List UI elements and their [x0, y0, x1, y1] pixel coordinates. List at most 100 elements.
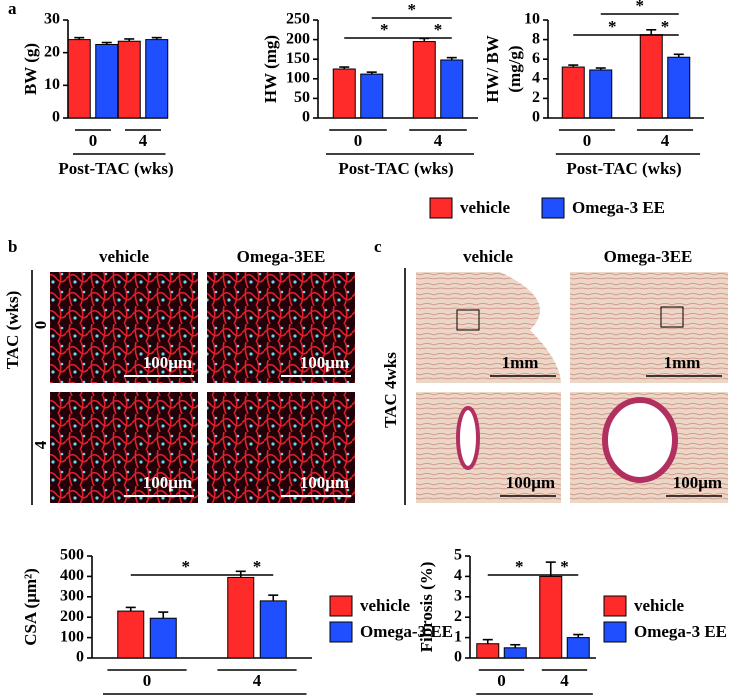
y-tick-label: 1	[454, 628, 462, 645]
significance-label: *	[408, 0, 417, 19]
bar	[145, 39, 169, 119]
x-tick-label: 4	[434, 131, 443, 150]
bar	[440, 59, 464, 119]
bar	[667, 56, 691, 119]
legend-swatch	[329, 621, 353, 643]
x-tick-label: 0	[497, 671, 506, 690]
scale-label: 100μm	[673, 473, 722, 492]
y-tick-label: 2	[532, 89, 540, 106]
column-header: Omega-3EE	[237, 247, 326, 266]
bar	[566, 637, 590, 659]
panel-label: c	[374, 237, 382, 256]
y-tick-label: 150	[286, 50, 310, 67]
significance-label: *	[608, 17, 617, 36]
bar	[639, 34, 663, 119]
row-title: TAC 4wks	[381, 352, 400, 428]
y-tick-label: 8	[532, 30, 540, 47]
bar	[360, 73, 384, 119]
y-tick-label: 4	[454, 567, 462, 584]
significance-label: *	[380, 20, 389, 39]
bar	[476, 643, 500, 659]
bar	[412, 41, 436, 119]
legend-label: Omega-3 EE	[634, 622, 727, 641]
bar	[149, 617, 177, 659]
column-header: vehicle	[463, 247, 513, 266]
x-tick-label: 4	[139, 131, 148, 150]
micrograph	[207, 272, 355, 383]
bar	[67, 39, 91, 119]
row-label: 0	[31, 321, 50, 330]
y-tick-label: 3	[454, 587, 462, 604]
x-tick-label: 4	[560, 671, 569, 690]
y-tick-label: 400	[60, 567, 84, 584]
bar	[117, 610, 145, 659]
scale-label: 100μm	[300, 473, 349, 492]
row-title: TAC (wks)	[3, 291, 22, 370]
y-axis-label: (mg/g)	[505, 45, 524, 92]
y-axis-label: Fibrosis (%)	[417, 562, 436, 653]
micrograph	[50, 392, 198, 503]
significance-label: *	[560, 557, 569, 576]
scale-label: 100μm	[143, 353, 192, 372]
x-tick-label: 0	[354, 131, 363, 150]
y-axis-label: CSA (μm²)	[21, 568, 40, 646]
y-axis-label: HW (mg)	[261, 35, 280, 103]
vessel	[456, 406, 480, 470]
x-tick-label: 0	[583, 131, 592, 150]
scale-label: 100μm	[506, 473, 555, 492]
y-tick-label: 0	[532, 109, 540, 126]
legend-label: Omega-3 EE	[360, 622, 453, 641]
legend-swatch	[541, 197, 565, 219]
legend-label: vehicle	[360, 596, 410, 615]
panel-label: b	[8, 237, 17, 256]
column-header: Omega-3EE	[604, 247, 693, 266]
bar	[95, 44, 119, 119]
y-tick-label: 250	[286, 11, 310, 28]
micrograph	[570, 272, 728, 383]
scale-label: 100μm	[143, 473, 192, 492]
y-axis-label: BW (g)	[21, 43, 40, 95]
scale-label: 1mm	[664, 353, 701, 372]
micrograph	[50, 272, 198, 383]
significance-label: *	[434, 20, 443, 39]
bar	[332, 68, 356, 119]
bar	[227, 576, 255, 659]
y-tick-label: 20	[44, 43, 60, 60]
inset-box	[660, 306, 684, 328]
y-tick-label: 6	[532, 50, 540, 67]
bar	[503, 647, 527, 659]
x-axis-label: Post-TAC (wks)	[58, 159, 173, 178]
y-tick-label: 0	[302, 109, 310, 126]
y-tick-label: 0	[76, 649, 84, 666]
y-tick-label: 200	[286, 30, 310, 47]
micrograph	[207, 392, 355, 503]
bar	[589, 69, 613, 119]
y-tick-label: 0	[52, 109, 60, 126]
legend-swatch	[603, 621, 627, 643]
legend-swatch	[329, 595, 353, 617]
x-tick-label: 0	[143, 671, 152, 690]
significance-label: *	[182, 557, 191, 576]
x-tick-label: 4	[661, 131, 670, 150]
bar	[539, 575, 563, 659]
y-tick-label: 4	[532, 69, 540, 86]
legend-swatch	[603, 595, 627, 617]
x-axis-label: Post-TAC (wks)	[338, 159, 453, 178]
significance-label: *	[636, 0, 645, 15]
y-tick-label: 0	[454, 649, 462, 666]
y-tick-label: 300	[60, 587, 84, 604]
significance-label: *	[253, 557, 262, 576]
y-tick-label: 5	[454, 547, 462, 564]
scale-label: 100μm	[300, 353, 349, 372]
bar	[561, 66, 585, 119]
vessel	[602, 397, 678, 483]
y-tick-label: 100	[286, 69, 310, 86]
y-tick-label: 100	[60, 628, 84, 645]
micrograph	[416, 392, 561, 503]
row-label: 4	[31, 440, 50, 449]
x-tick-label: 0	[89, 131, 98, 150]
x-tick-label: 4	[253, 671, 262, 690]
y-axis-label: HW/ BW	[483, 35, 502, 103]
y-tick-label: 10	[44, 76, 60, 93]
